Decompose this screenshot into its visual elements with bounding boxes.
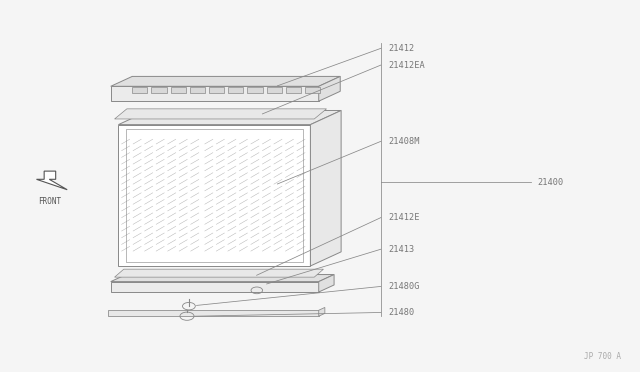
Polygon shape <box>132 87 147 93</box>
Text: 21480: 21480 <box>388 308 415 317</box>
Text: 21413: 21413 <box>388 245 415 254</box>
Text: 21480G: 21480G <box>388 282 420 291</box>
Polygon shape <box>151 87 166 93</box>
Text: 21412: 21412 <box>388 44 415 53</box>
Polygon shape <box>266 87 282 93</box>
Text: 21412EA: 21412EA <box>388 61 425 70</box>
Polygon shape <box>319 307 325 316</box>
Text: JP 700 A: JP 700 A <box>584 352 621 361</box>
Polygon shape <box>319 76 340 101</box>
Polygon shape <box>310 110 341 266</box>
Polygon shape <box>118 110 341 125</box>
Text: 21412E: 21412E <box>388 213 420 222</box>
Polygon shape <box>189 87 205 93</box>
Polygon shape <box>111 86 319 101</box>
Polygon shape <box>319 275 334 292</box>
Polygon shape <box>285 87 301 93</box>
Polygon shape <box>36 171 67 190</box>
Polygon shape <box>228 87 243 93</box>
Text: 21408M: 21408M <box>388 137 420 146</box>
Polygon shape <box>118 125 310 266</box>
Polygon shape <box>111 282 319 292</box>
Polygon shape <box>170 87 186 93</box>
Polygon shape <box>247 87 262 93</box>
Text: 21400: 21400 <box>538 178 564 187</box>
Polygon shape <box>115 109 326 119</box>
Polygon shape <box>111 275 334 282</box>
Polygon shape <box>209 87 224 93</box>
Polygon shape <box>115 269 323 277</box>
Text: FRONT: FRONT <box>38 197 61 206</box>
Polygon shape <box>108 310 319 316</box>
Polygon shape <box>111 76 340 86</box>
Polygon shape <box>305 87 320 93</box>
